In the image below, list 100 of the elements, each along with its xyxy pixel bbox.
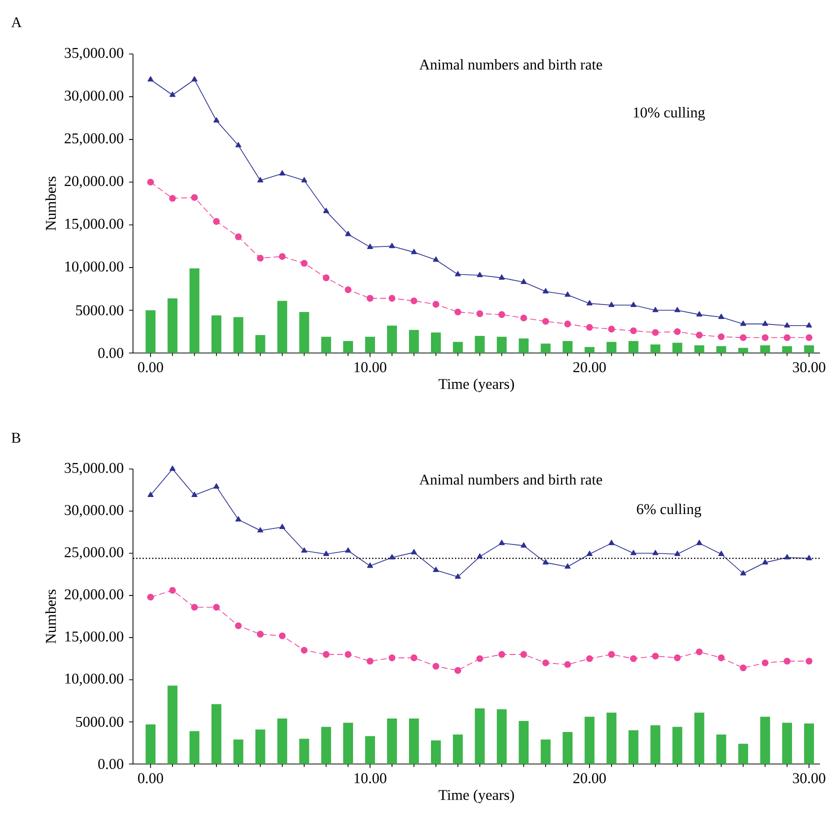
point [388,294,396,302]
point [608,302,614,308]
point [476,310,484,318]
point [366,294,374,302]
point [213,483,220,489]
point [674,654,681,662]
y-tick-label: 35,000.00 [64,462,124,476]
point [630,327,637,334]
point [674,550,680,556]
point [520,542,527,548]
point [520,651,528,658]
bar [496,709,507,764]
bar [562,341,573,353]
bar [716,346,726,353]
point [344,286,352,294]
bar [430,740,441,764]
point [762,659,769,666]
point [784,334,790,342]
point [234,622,242,630]
point [784,322,790,328]
bar [738,744,748,764]
bar [387,326,397,353]
bar [628,730,638,764]
y-tick-label: 25,000.00 [64,547,124,560]
point [542,318,550,325]
point [498,651,506,658]
point [345,230,352,236]
point [213,604,220,611]
point [170,466,176,471]
bar [606,712,616,764]
bar [255,729,266,764]
point [630,302,636,308]
point [630,655,637,662]
bar [233,317,244,353]
point [564,320,571,328]
bar [452,734,463,764]
x-axis-title: Time (years) [438,790,514,804]
bar [146,724,156,764]
y-tick-label: 30,000.00 [64,505,124,518]
bar [804,724,814,764]
x-tick-label: 20.00 [573,362,606,372]
point [410,248,417,254]
point [367,562,374,568]
y-axis-title: Numbers [45,590,56,644]
bar [299,738,310,764]
point [234,233,242,240]
bar [452,342,463,353]
y-tick-label: 5000.00 [76,716,124,727]
point [388,654,396,662]
point [169,194,176,202]
bar [518,338,529,353]
point [498,274,505,280]
point [762,559,768,564]
point [652,652,659,660]
bar [343,722,354,764]
x-tick-label: 30.00 [792,362,826,372]
point [718,314,724,320]
bar [409,330,419,353]
point [147,594,154,600]
bar [694,345,704,353]
point [323,208,330,214]
bar [496,336,507,353]
point [147,178,154,186]
bar [782,346,792,353]
point [148,76,154,82]
point [564,292,571,297]
point [191,604,198,611]
point [389,554,395,560]
point [389,242,395,248]
bar [343,341,354,353]
point [652,550,658,556]
point [170,92,176,97]
point [432,300,440,308]
x-axis-title: Time (years) [438,378,514,392]
point [762,320,768,326]
bar [321,726,332,764]
point [740,664,747,672]
point [256,630,264,638]
bar [738,348,748,353]
bar [430,332,441,353]
point [542,659,550,666]
bar [387,718,397,764]
point [169,586,176,594]
point [762,334,769,342]
bar [650,344,660,353]
point [564,661,571,668]
point [542,288,549,294]
point [279,524,286,530]
bar [540,740,551,764]
point [608,540,614,546]
y-tick-label: 0.00 [98,348,124,358]
point [608,651,615,658]
bar [672,342,682,353]
bar [277,718,288,764]
point [148,492,154,498]
bar [804,345,814,353]
y-tick-label: 20,000.00 [64,176,124,188]
text: 10% culling [634,107,705,121]
y-axis-title: Numbers [45,176,56,230]
point [652,306,658,312]
